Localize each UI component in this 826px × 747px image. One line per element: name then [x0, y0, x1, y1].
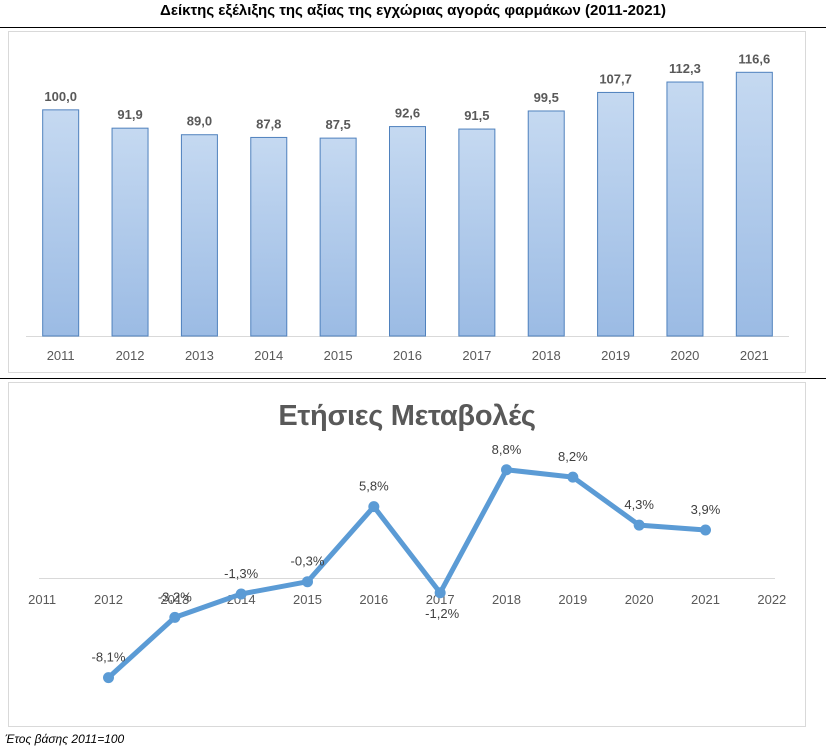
- data-point: [235, 588, 247, 600]
- line-x-tick-label: 2013: [160, 592, 189, 607]
- bar-x-tick-label: 2020: [670, 348, 699, 363]
- line-chart-panel: Ετήσιες Μεταβολές 2011 2012 2013 2014 2015 20…: [8, 382, 806, 727]
- line-x-tick-label: 2017: [426, 592, 455, 607]
- line-x-tick-label: 2016: [359, 592, 388, 607]
- line-x-tick-label: 2021: [691, 592, 720, 607]
- footnote: Έτος βάσης 2011=100: [5, 732, 125, 746]
- bar: [597, 91, 635, 337]
- bar-value-label: 100,0: [44, 89, 77, 104]
- data-point: [434, 587, 446, 599]
- bar: [319, 137, 357, 337]
- bar: [527, 110, 565, 337]
- bar: [735, 71, 773, 337]
- bar-value-label: 99,5: [534, 90, 559, 105]
- data-point-label: -1,3%: [224, 566, 258, 581]
- bar-value-label: 107,7: [599, 71, 632, 86]
- data-point: [169, 611, 181, 623]
- bar: [458, 128, 496, 337]
- bar-value-label: 112,3: [669, 61, 701, 76]
- data-point-label: 8,8%: [492, 442, 522, 457]
- data-point-label: -3,2%: [158, 589, 192, 604]
- data-point-label: -0,3%: [291, 554, 325, 569]
- line-x-tick-label: 2020: [625, 592, 654, 607]
- data-point-label: 3,9%: [691, 502, 721, 517]
- data-point: [368, 501, 380, 513]
- bar: [42, 109, 80, 337]
- page-title: Δείκτης εξέλιξης της αξίας της εγχώριας …: [160, 2, 666, 19]
- line-x-tick-label: 2022: [757, 592, 786, 607]
- title-divider: [0, 27, 826, 28]
- data-point: [567, 471, 579, 483]
- bar-x-tick-label: 2015: [324, 348, 353, 363]
- line-x-tick-label: 2015: [293, 592, 322, 607]
- bar: [180, 134, 218, 337]
- line-x-tick-label: 2011: [28, 592, 56, 607]
- bar-value-label: 116,6: [738, 51, 770, 66]
- bar: [111, 127, 149, 337]
- bar-x-tick-label: 2012: [116, 348, 145, 363]
- bar-chart: 100,0 2011 91,9 2012 89,0 2013 87,8 2014 87,5 201…: [26, 51, 789, 363]
- data-point: [700, 524, 711, 536]
- bar: [389, 126, 426, 337]
- data-point: [501, 464, 512, 476]
- bar-value-label: 87,8: [256, 116, 281, 131]
- chart-divider: [0, 378, 826, 379]
- series-line: [106, 467, 708, 681]
- bar-value-label: 87,5: [325, 117, 350, 132]
- line-x-tick-label: 2012: [94, 592, 123, 607]
- bar-x-tick-label: 2019: [601, 348, 630, 363]
- bar-x-tick-label: 2021: [740, 348, 769, 363]
- line-chart-title: Ετήσιες Μεταβολές: [278, 400, 536, 432]
- bar-x-tick-label: 2014: [254, 348, 283, 363]
- bar: [666, 81, 704, 337]
- data-point: [633, 519, 645, 531]
- data-point-label: 4,3%: [624, 497, 654, 512]
- bar-x-tick-label: 2011: [47, 348, 75, 363]
- bar-x-tick-label: 2016: [393, 348, 422, 363]
- data-point: [103, 672, 114, 684]
- bar-chart-panel: 100,0 2011 91,9 2012 89,0 2013 87,8 2014 87,5 201…: [8, 31, 806, 373]
- data-point-label: 5,8%: [359, 479, 389, 494]
- bar-x-tick-label: 2013: [185, 348, 214, 363]
- data-point: [302, 576, 313, 588]
- line-chart: 2011 2012 2013 2014 2015 2016 2017 2018 2019 2020…: [28, 442, 786, 684]
- bar-x-tick-label: 2018: [532, 348, 561, 363]
- bar-value-label: 92,6: [395, 106, 420, 121]
- bar: [250, 136, 288, 337]
- data-point-label: 8,2%: [558, 449, 588, 464]
- data-point-label: -1,2%: [425, 606, 459, 621]
- bar-value-label: 91,9: [117, 107, 142, 122]
- bar-value-label: 91,5: [464, 108, 489, 123]
- line-x-tick-label: 2018: [492, 592, 521, 607]
- data-point-label: -8,1%: [92, 650, 126, 665]
- line-x-tick-label: 2019: [558, 592, 587, 607]
- bar-x-tick-label: 2017: [462, 348, 491, 363]
- bar-value-label: 89,0: [187, 114, 212, 129]
